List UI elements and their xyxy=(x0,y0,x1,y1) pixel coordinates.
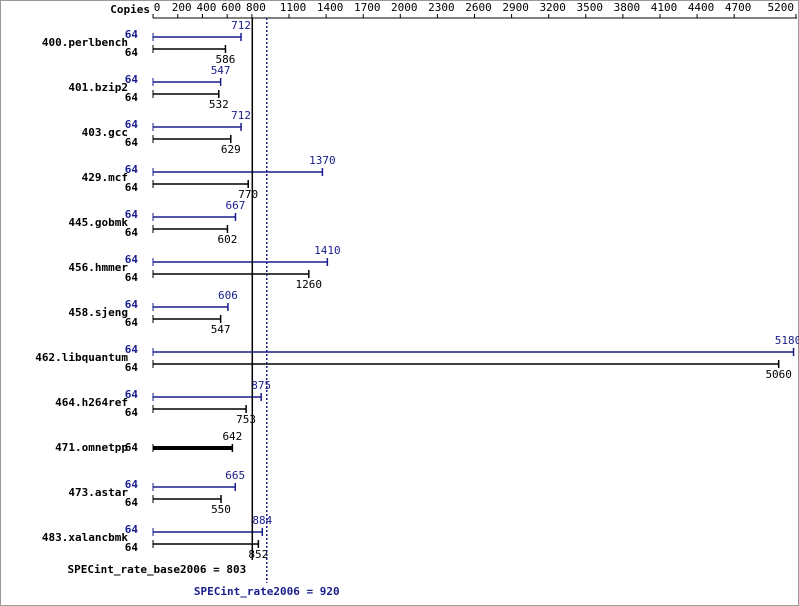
copies-label: 64 xyxy=(125,441,139,454)
benchmark-label: 403.gcc xyxy=(82,126,128,139)
x-tick-label: 200 xyxy=(172,1,192,14)
value-label: 532 xyxy=(209,98,229,111)
copies-label: 64 xyxy=(125,208,139,221)
value-label: 1370 xyxy=(309,154,336,167)
copies-label: 64 xyxy=(125,136,139,149)
benchmark-label: 429.mcf xyxy=(82,171,128,184)
benchmark-label: 401.bzip2 xyxy=(68,81,128,94)
copies-label: 64 xyxy=(125,118,139,131)
value-label: 586 xyxy=(216,53,236,66)
value-label: 852 xyxy=(248,548,268,561)
value-label: 712 xyxy=(231,19,251,32)
benchmark-label: 456.hmmer xyxy=(68,261,128,274)
x-tick-label: 2300 xyxy=(428,1,455,14)
copies-label: 64 xyxy=(125,46,139,59)
copies-header: Copies xyxy=(110,3,150,16)
value-label: 547 xyxy=(211,323,231,336)
value-label: 884 xyxy=(252,514,272,527)
benchmark-label: 473.astar xyxy=(68,486,128,499)
value-label: 550 xyxy=(211,503,231,516)
value-label: 5180 xyxy=(775,334,799,347)
copies-label: 64 xyxy=(125,478,139,491)
value-label: 5060 xyxy=(765,368,792,381)
copies-label: 64 xyxy=(125,226,139,239)
copies-label: 64 xyxy=(125,388,139,401)
benchmark-label: 471.omnetpp xyxy=(55,441,128,454)
x-tick-label: 4400 xyxy=(688,1,715,14)
x-tick-label: 3800 xyxy=(614,1,641,14)
x-tick-label: 5200 xyxy=(768,1,795,14)
x-tick-label: 1700 xyxy=(354,1,381,14)
x-tick-label: 0 xyxy=(154,1,161,14)
benchmark-label: 400.perlbench xyxy=(42,36,128,49)
benchmark-label: 483.xalancbmk xyxy=(42,531,128,544)
x-tick-label: 800 xyxy=(246,1,266,14)
x-tick-label: 400 xyxy=(197,1,217,14)
copies-label: 64 xyxy=(125,298,139,311)
x-tick-label: 2900 xyxy=(502,1,529,14)
copies-label: 64 xyxy=(125,496,139,509)
copies-label: 64 xyxy=(125,253,139,266)
copies-label: 64 xyxy=(125,406,139,419)
value-label: 547 xyxy=(211,64,231,77)
x-tick-label: 3200 xyxy=(539,1,566,14)
reference-label: SPECint_rate_base2006 = 803 xyxy=(67,563,246,576)
value-label: 602 xyxy=(218,233,238,246)
x-tick-label: 2600 xyxy=(465,1,492,14)
reference-label: SPECint_rate2006 = 920 xyxy=(194,585,340,598)
copies-label: 64 xyxy=(125,343,139,356)
copies-label: 64 xyxy=(125,28,139,41)
x-tick-label: 2000 xyxy=(391,1,418,14)
value-label: 606 xyxy=(218,289,238,302)
benchmark-label: 464.h264ref xyxy=(55,396,128,409)
value-label: 1410 xyxy=(314,244,341,257)
x-tick-label: 4100 xyxy=(651,1,678,14)
copies-label: 64 xyxy=(125,541,139,554)
benchmark-label: 462.libquantum xyxy=(35,351,128,364)
copies-label: 64 xyxy=(125,523,139,536)
copies-label: 64 xyxy=(125,91,139,104)
value-label: 712 xyxy=(231,109,251,122)
x-tick-label: 1400 xyxy=(317,1,344,14)
x-tick-label: 1100 xyxy=(280,1,307,14)
x-tick-label: 4700 xyxy=(725,1,752,14)
copies-label: 64 xyxy=(125,73,139,86)
value-label: 1260 xyxy=(296,278,323,291)
value-label: 667 xyxy=(226,199,246,212)
copies-label: 64 xyxy=(125,271,139,284)
value-label: 753 xyxy=(236,413,256,426)
copies-label: 64 xyxy=(125,361,139,374)
value-label: 642 xyxy=(222,430,242,443)
benchmark-label: 458.sjeng xyxy=(68,306,128,319)
copies-label: 64 xyxy=(125,163,139,176)
benchmark-label: 445.gobmk xyxy=(68,216,128,229)
x-tick-label: 3500 xyxy=(577,1,604,14)
x-tick-label: 600 xyxy=(221,1,241,14)
value-label: 875 xyxy=(251,379,271,392)
copies-label: 64 xyxy=(125,181,139,194)
copies-label: 64 xyxy=(125,316,139,329)
value-label: 629 xyxy=(221,143,241,156)
value-label: 770 xyxy=(238,188,258,201)
value-label: 665 xyxy=(225,469,245,482)
